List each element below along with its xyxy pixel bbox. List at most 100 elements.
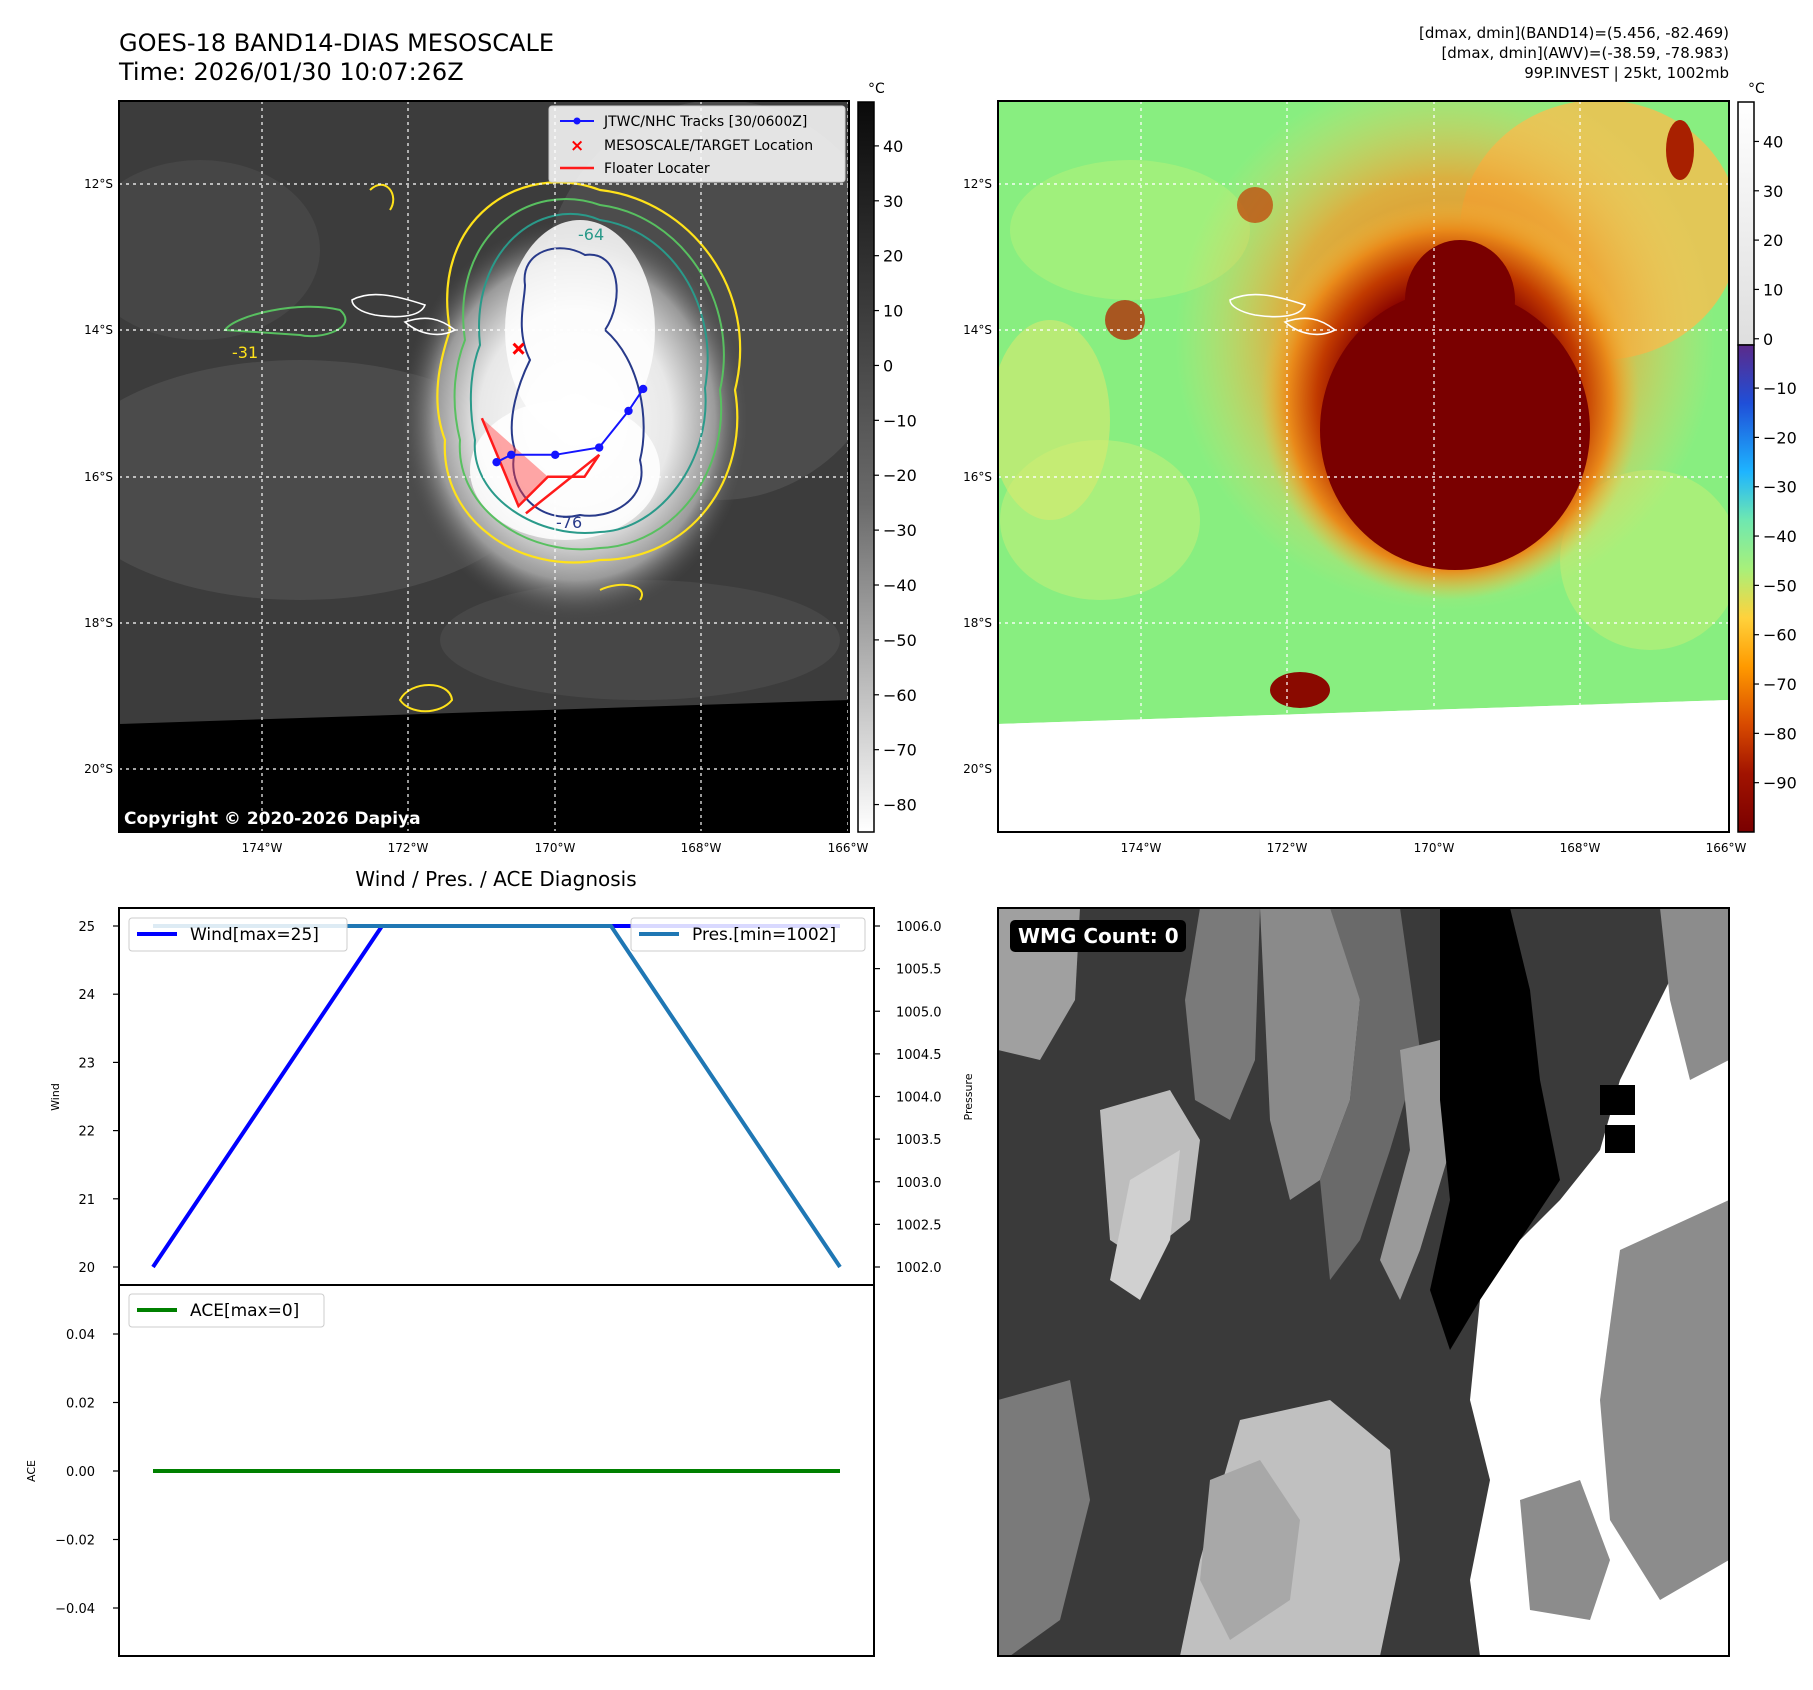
- wind-tick-label: 23: [78, 1056, 95, 1071]
- contour-green: [453, 198, 725, 551]
- lon-label: 168°W: [1560, 841, 1601, 855]
- colorbar-tick-label: −30: [1763, 478, 1797, 497]
- colorbar-tick-label: 0: [1763, 330, 1773, 349]
- colorbar-tick-label: 40: [1763, 132, 1783, 151]
- colorbar-tick-label: 10: [883, 302, 903, 321]
- awv-colorbar-lower: [1737, 344, 1755, 833]
- wmg-cell: [1600, 1200, 1729, 1600]
- colorbar-tick-label: 30: [883, 192, 903, 211]
- awv-storm-core: [1320, 290, 1590, 570]
- diag-ace-axes: ACE 0.04 0.02 0.00 −0.02 −0.04 ACE[max=0]: [25, 1284, 875, 1657]
- colorbar-tick-label: −10: [1763, 379, 1797, 398]
- lon-label: 174°W: [1121, 841, 1162, 855]
- awv-panel: 12°S 14°S 16°S 18°S 20°S 174°W 172°W 170…: [963, 100, 1747, 855]
- ir-colorbar-ticks: 40 30 20 10 0 −10 −20 −30 −40 −50 −60 −70 −80: [874, 137, 917, 815]
- lon-label: 172°W: [1267, 841, 1308, 855]
- lat-label: 12°S: [84, 177, 113, 191]
- lon-label: 166°W: [828, 841, 869, 855]
- contour-yellow: [436, 181, 742, 564]
- wind-tick-label: 22: [78, 1125, 95, 1140]
- wind-pres-frame: [118, 907, 875, 1286]
- wmg-cell: [1320, 908, 1420, 1280]
- pres-legend-box: [630, 917, 866, 952]
- wmg-cell: [1600, 1085, 1635, 1115]
- awv-storm-core: [1405, 240, 1515, 360]
- colorbar-tick-label: −40: [883, 576, 917, 595]
- copyright: Copyright © 2020-2026 Dapiya: [124, 809, 421, 829]
- colorbar-tick-label: −70: [1763, 675, 1797, 694]
- wmg-cell: [998, 1380, 1090, 1656]
- ir-no-data-area: [119, 700, 849, 832]
- colorbar-tick-label: −40: [1763, 527, 1797, 546]
- awv-moist-patch: [998, 320, 1110, 520]
- wmg-count-label: WMG Count: 0: [1018, 924, 1179, 948]
- awv-colorbar-unit: °C: [1748, 81, 1765, 97]
- awv-lon-labels: 174°W 172°W 170°W 168°W 166°W: [1121, 841, 1747, 855]
- pressure-tick-label: 1004.5: [896, 1048, 942, 1063]
- lat-label: 16°S: [963, 470, 992, 484]
- ir-legend-box: [548, 105, 846, 183]
- legend-track-icon: [573, 117, 581, 125]
- lat-label: 18°S: [963, 616, 992, 630]
- colorbar-tick-label: 20: [1763, 231, 1783, 250]
- ace-legend-box: [128, 1293, 325, 1328]
- wind-tick-label: 25: [78, 920, 95, 935]
- wind-tick-label: 24: [78, 988, 95, 1003]
- legend-target-icon: ×: [570, 136, 584, 156]
- track-point: [507, 450, 516, 460]
- wmg-cell: [1430, 908, 1560, 1350]
- ace-legend-label: ACE[max=0]: [190, 1301, 299, 1321]
- awv-colorbar: °C 40 30 20 10 0 −10 −20 −30 −40 −50 −60 −70 −80 −90: [1737, 81, 1797, 833]
- wind-ticks: 25 24 23 22 21 20: [78, 920, 119, 1276]
- colorbar-tick-label: −50: [1763, 576, 1797, 595]
- ir-lon-labels: 174°W 172°W 170°W 168°W 166°W: [242, 841, 869, 855]
- colorbar-tick-label: 40: [883, 137, 903, 156]
- lon-label: 168°W: [681, 841, 722, 855]
- ir-panel: -31 -64 -76 Copyright © 2020-2026 Dapiya…: [84, 100, 869, 855]
- ace-tick-label: 0.04: [66, 1328, 95, 1343]
- ace-tick-label: −0.04: [55, 1602, 95, 1617]
- wmg-cell: [1660, 908, 1729, 1080]
- colorbar-tick-label: −60: [883, 686, 917, 705]
- island-outline: [351, 293, 427, 318]
- pressure-tick-label: 1002.0: [896, 1261, 942, 1276]
- lat-label: 18°S: [84, 616, 113, 630]
- legend-target: MESOSCALE/TARGET Location: [604, 138, 813, 154]
- lon-label: 172°W: [388, 841, 429, 855]
- ir-storm-core: [505, 220, 655, 440]
- wmg-count-badge: WMG Count: 0: [1010, 920, 1186, 952]
- target-cross: [512, 342, 525, 355]
- pressure-tick-label: 1005.0: [896, 1005, 942, 1020]
- ir-frame: [118, 100, 850, 833]
- awv-no-data-area: [998, 700, 1729, 832]
- ace-tick-label: 0.00: [66, 1465, 95, 1480]
- awv-cold-spot: [1237, 187, 1273, 223]
- ir-colorbar-gradient: [857, 101, 875, 833]
- diag-title: Wind / Pres. / ACE Diagnosis: [355, 867, 636, 891]
- wind-legend-box: [128, 917, 348, 952]
- ace-tick-label: −0.02: [55, 1534, 95, 1549]
- info-band14: [dmax, dmin](BAND14)=(5.456, -82.469): [1419, 24, 1729, 42]
- pressure-tick-label: 1004.0: [896, 1091, 942, 1106]
- wind-tick-label: 20: [78, 1261, 95, 1276]
- ir-cloud-band: [119, 160, 320, 340]
- wmg-frame: [997, 907, 1730, 1657]
- track-point: [594, 443, 604, 452]
- pressure-tick-label: 1002.5: [896, 1218, 942, 1233]
- floater-locater-line: [480, 417, 601, 515]
- lat-label: 20°S: [963, 762, 992, 776]
- awv-cold-spot: [1270, 672, 1330, 708]
- lat-label: 12°S: [963, 177, 992, 191]
- pressure-tick-label: 1003.0: [896, 1176, 942, 1191]
- colorbar-tick-label: −80: [1763, 724, 1797, 743]
- wmg-panel: WMG Count: 0: [997, 907, 1730, 1657]
- island-outline: [1229, 293, 1307, 318]
- target-marker: [512, 342, 525, 355]
- figure-title: GOES-18 BAND14-DIAS MESOSCALE: [119, 29, 554, 57]
- ir-colorbar-unit: °C: [868, 81, 885, 97]
- wmg-count-box: [1010, 920, 1186, 952]
- contour-label-31: -31: [232, 343, 258, 362]
- colorbar-tick-label: −90: [1763, 774, 1797, 793]
- lat-label: 14°S: [963, 323, 992, 337]
